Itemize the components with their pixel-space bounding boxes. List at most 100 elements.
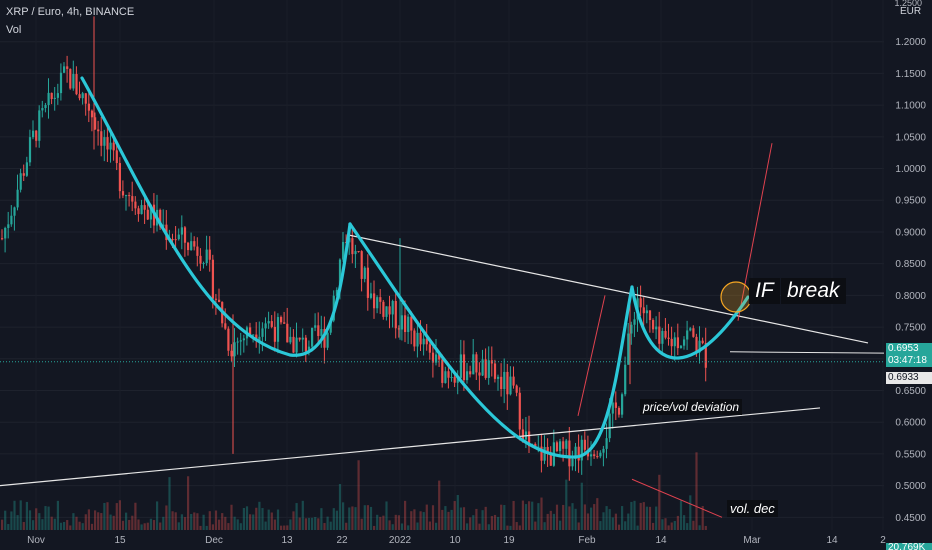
candle-body: [481, 359, 484, 376]
candle-body: [574, 446, 577, 459]
current-price-tag: 0.6953 03:47:18: [886, 343, 932, 367]
candle-body: [249, 327, 252, 335]
volume-bar: [335, 510, 338, 530]
volume-bar: [695, 452, 698, 530]
volume-bar: [239, 523, 242, 530]
candle-body: [416, 332, 419, 347]
volume-bar: [168, 477, 171, 530]
volume-bar: [388, 520, 391, 530]
candle-body: [602, 448, 605, 453]
candle-body: [78, 94, 81, 99]
candle-body: [196, 246, 199, 256]
candle-body: [304, 337, 307, 352]
candle-body: [596, 456, 599, 458]
y-tick-label: 0.9000: [895, 227, 926, 238]
candle-body: [214, 298, 218, 300]
candle-body: [475, 354, 478, 373]
candle-body: [205, 249, 208, 264]
volume-bar: [205, 525, 208, 530]
x-tick-label: 2022: [389, 535, 412, 546]
volume-bar: [469, 517, 472, 530]
candle-body: [143, 205, 146, 210]
volume-bar: [686, 523, 689, 530]
candle-body: [565, 440, 568, 449]
break-label[interactable]: break: [781, 278, 846, 304]
volume-bar: [413, 509, 416, 530]
candle-body: [140, 205, 143, 215]
y-tick-label: 0.6000: [895, 418, 926, 429]
volume-bar: [673, 520, 676, 530]
candle-body: [227, 328, 230, 351]
x-tick-label: 22: [336, 535, 348, 546]
candle-body: [335, 289, 338, 296]
volume-bar: [490, 516, 493, 530]
volume-bar: [125, 512, 128, 530]
candle-body: [121, 191, 125, 196]
candle-body: [307, 346, 311, 352]
volume-bar: [301, 500, 304, 530]
candle-body: [35, 130, 38, 141]
vol-dec-label[interactable]: vol. dec: [727, 500, 778, 517]
deviation-label[interactable]: price/vol deviation: [640, 399, 743, 415]
volume-bar: [84, 514, 87, 530]
candle-body: [379, 297, 382, 302]
volume-bar: [376, 514, 379, 530]
y-tick-label-top: 1.2500: [894, 0, 922, 8]
volume-bar: [521, 500, 524, 530]
volume-bar: [280, 525, 283, 530]
volume-bar: [599, 521, 602, 530]
volume-bar: [447, 511, 450, 530]
volume-decline-line: [631, 478, 723, 518]
volume-bar: [90, 523, 94, 530]
candle-body: [10, 215, 13, 225]
volume-bar: [655, 506, 658, 530]
symbol-title[interactable]: XRP / Euro, 4h, BINANCE: [6, 6, 135, 18]
candle-body: [633, 319, 636, 325]
x-axis: Nov 15 Dec 13 22 2022 10 19 Feb 14 Mar 14 2: [27, 535, 886, 546]
volume-bar: [267, 509, 270, 530]
candle-body: [459, 354, 462, 378]
y-tick-label: 1.1500: [895, 69, 926, 80]
candle-body: [323, 329, 326, 348]
volume-bar: [338, 483, 342, 530]
candle-body: [683, 339, 686, 346]
volume-bar: [407, 525, 410, 530]
volume-bar: [4, 510, 7, 530]
volume-bar: [146, 522, 149, 530]
y-tick-label: 0.4500: [895, 513, 926, 524]
candle-body: [50, 92, 53, 99]
volume-bar: [385, 501, 388, 530]
volume-bar: [614, 513, 617, 530]
volume-bar: [25, 501, 28, 530]
candle-body: [276, 317, 280, 342]
volume-bar: [466, 523, 469, 530]
volume-bar: [689, 495, 692, 530]
candle-body: [515, 385, 518, 393]
candle-body: [621, 394, 624, 415]
candle-body: [549, 452, 552, 466]
volume-bar: [555, 504, 559, 530]
y-tick-label: 0.6500: [895, 386, 926, 397]
volume-bar: [152, 520, 156, 530]
volume-bar: [270, 512, 273, 530]
candle-body: [490, 360, 493, 364]
candle-body: [701, 340, 704, 344]
volume-indicator-label[interactable]: Vol: [6, 24, 22, 36]
volume-bar: [357, 460, 360, 530]
previous-price-tag: 0.6933: [886, 372, 932, 384]
volume-bar: [128, 519, 131, 530]
candle-body: [264, 323, 267, 329]
volume-bar: [289, 519, 292, 530]
if-label[interactable]: IF: [749, 278, 780, 304]
volume-bar: [450, 509, 453, 530]
candle-body: [664, 330, 667, 338]
volume-bar: [121, 520, 125, 530]
candle-body: [627, 333, 630, 365]
volume-bar: [568, 506, 571, 530]
candle-body: [692, 328, 695, 337]
candle-body: [13, 207, 16, 216]
x-tick-label: 2: [880, 535, 886, 546]
candle-body: [38, 110, 41, 141]
candle-body: [94, 117, 97, 130]
